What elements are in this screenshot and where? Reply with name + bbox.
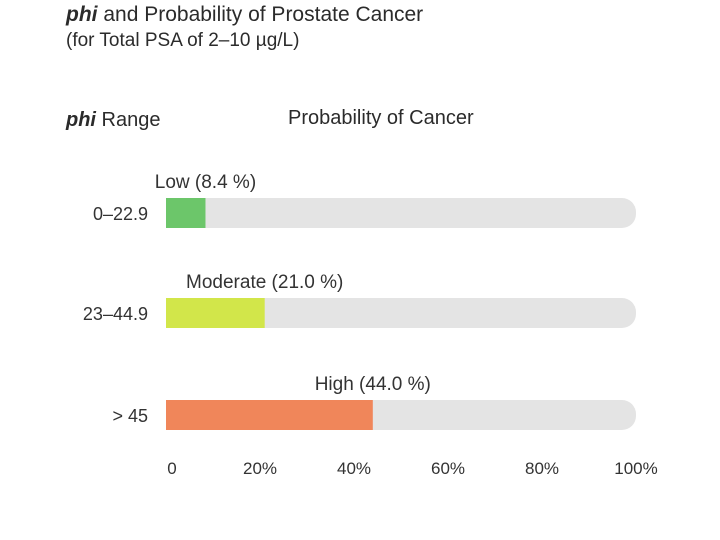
title-phi: phi bbox=[66, 3, 98, 26]
x-tick-label-5: 100% bbox=[614, 459, 657, 478]
chart-title: phi and Probability of Prostate Cancer bbox=[66, 2, 423, 28]
bar-0 bbox=[166, 198, 206, 228]
x-tick-label-4: 80% bbox=[525, 459, 559, 478]
x-tick-label-1: 20% bbox=[243, 459, 277, 478]
phi-range-header: phi Range bbox=[66, 109, 161, 132]
data-label-1: Moderate (21.0 %) bbox=[186, 272, 343, 293]
probability-header: Probability of Cancer bbox=[288, 107, 474, 129]
category-label-2: > 45 bbox=[112, 406, 148, 426]
x-tick-label-2: 40% bbox=[337, 459, 371, 478]
title-rest: and Probability of Prostate Cancer bbox=[97, 3, 424, 26]
category-label-0: 0–22.9 bbox=[93, 204, 148, 224]
bar-2 bbox=[166, 400, 373, 430]
title-block: phi and Probability of Prostate Cancer (… bbox=[66, 2, 423, 54]
data-label-0: Low (8.4 %) bbox=[155, 172, 256, 193]
bar-track-0 bbox=[166, 198, 636, 228]
data-label-2: High (44.0 %) bbox=[315, 374, 431, 395]
category-label-1: 23–44.9 bbox=[83, 304, 148, 324]
chart-subtitle: (for Total PSA of 2–10 µg/L) bbox=[66, 30, 300, 51]
range-rest: Range bbox=[96, 109, 161, 131]
bar-track-1 bbox=[166, 298, 636, 328]
range-phi: phi bbox=[66, 109, 96, 131]
x-tick-label-0: 0 bbox=[167, 459, 176, 478]
bar-1 bbox=[166, 298, 265, 328]
x-tick-label-3: 60% bbox=[431, 459, 465, 478]
